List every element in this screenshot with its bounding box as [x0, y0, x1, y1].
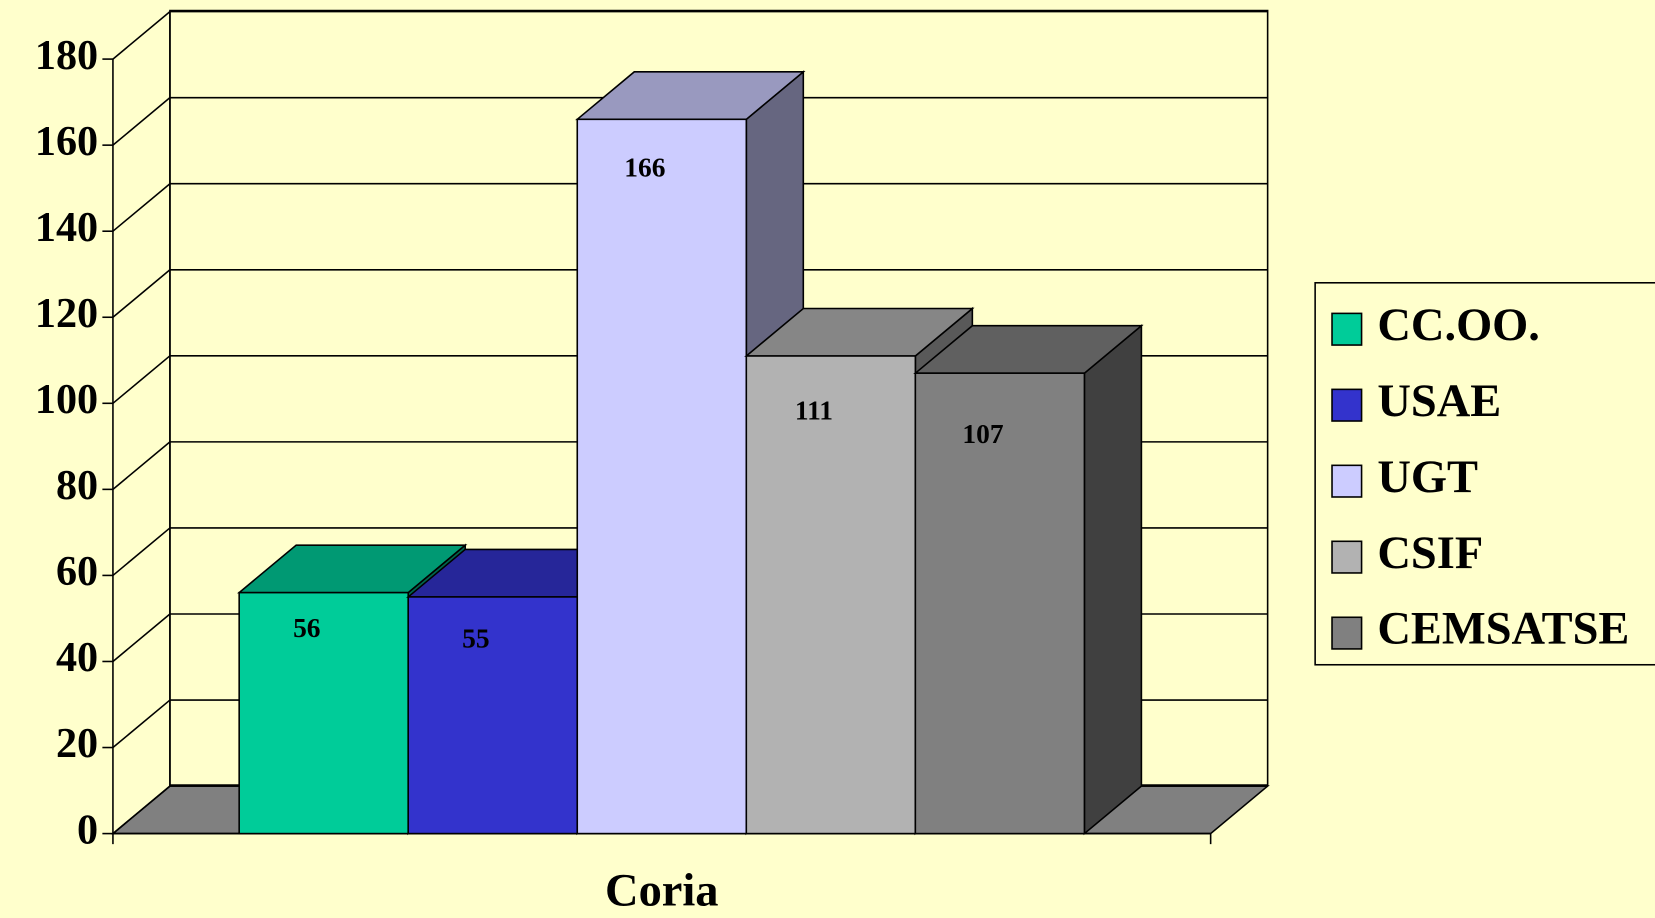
legend-label: CSIF: [1377, 528, 1483, 579]
legend-swatch: [1331, 616, 1363, 650]
legend-label: CC.OO.: [1377, 300, 1540, 351]
y-tick-label: 20: [56, 720, 98, 767]
legend-swatch: [1331, 464, 1363, 498]
data-label: 166: [624, 152, 665, 182]
bar: [407, 596, 579, 835]
y-tick-label: 80: [56, 462, 98, 509]
y-tick-label: 120: [35, 290, 98, 337]
y-tick-label: 100: [35, 376, 98, 423]
y-tick-label: 0: [77, 806, 98, 853]
grid-line-side: [112, 441, 171, 490]
bar-side: [1083, 324, 1143, 836]
y-tick-label: 40: [56, 634, 98, 681]
grid-line-side: [112, 785, 171, 835]
x-tick-label: Coria: [605, 865, 718, 916]
grid-line-side: [112, 269, 171, 318]
grid-line-side: [112, 183, 171, 232]
grid-line-side: [112, 699, 171, 749]
data-label: 107: [962, 419, 1003, 449]
y-tick-label: 140: [35, 204, 98, 251]
grid-line-side: [112, 355, 171, 404]
legend: [1314, 281, 1655, 666]
grid-line-side: [112, 613, 171, 663]
legend-label: USAE: [1377, 376, 1501, 427]
y-tick-label: 160: [35, 118, 98, 165]
grid-line-side: [112, 97, 171, 146]
y-tick-label: 60: [56, 548, 98, 595]
grid-line-side: [112, 10, 171, 60]
legend-label: UGT: [1377, 452, 1478, 503]
y-tick-label: 180: [35, 32, 98, 79]
legend-label: CEMSATSE: [1377, 604, 1629, 655]
bar: [238, 591, 410, 835]
bar: [745, 355, 917, 835]
bar: [914, 372, 1086, 835]
bar: [576, 118, 748, 835]
legend-swatch: [1331, 388, 1363, 422]
grid-line-side: [112, 527, 171, 577]
legend-swatch: [1331, 312, 1363, 346]
data-label: 111: [795, 395, 833, 425]
legend-swatch: [1331, 540, 1363, 574]
data-label: 56: [293, 613, 320, 643]
data-label: 55: [462, 624, 489, 654]
